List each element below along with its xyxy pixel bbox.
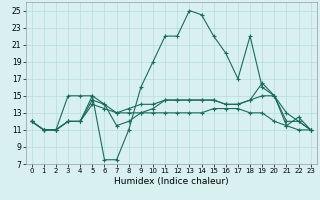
X-axis label: Humidex (Indice chaleur): Humidex (Indice chaleur) bbox=[114, 177, 228, 186]
